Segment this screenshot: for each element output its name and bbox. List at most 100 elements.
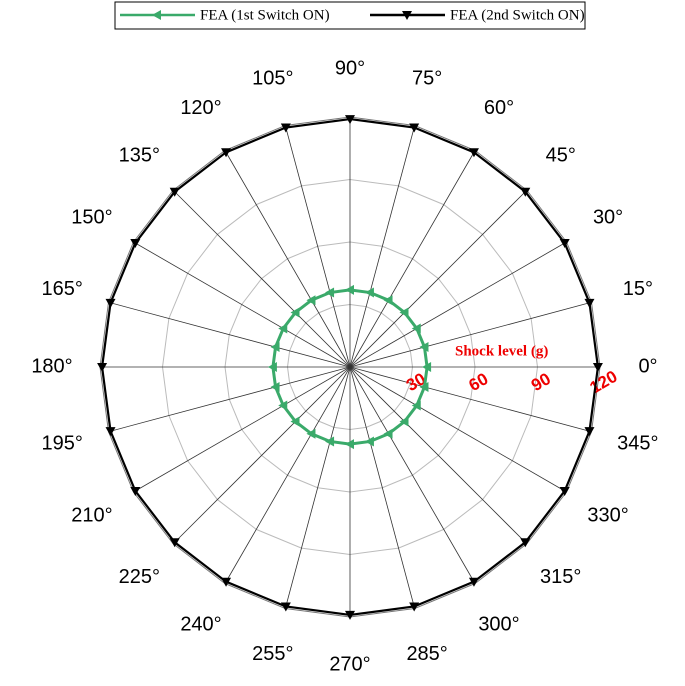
spoke <box>284 366 351 609</box>
angle-label: 330° <box>587 504 628 526</box>
spoke <box>108 366 351 433</box>
marker <box>270 342 280 353</box>
legend-marker <box>152 10 161 20</box>
spoke <box>349 125 416 368</box>
marker <box>306 428 316 439</box>
marker <box>345 439 354 450</box>
marker <box>290 307 300 318</box>
marker <box>399 307 409 318</box>
marker <box>306 295 316 306</box>
marker <box>592 363 603 372</box>
r-tick-label: 120 <box>586 367 620 398</box>
marker <box>345 610 355 620</box>
spoke <box>349 366 592 433</box>
r-tick-label: 90 <box>528 369 554 395</box>
angle-label: 90° <box>335 57 365 79</box>
spoke <box>349 189 528 368</box>
marker <box>468 148 479 158</box>
angle-label: 315° <box>540 566 581 588</box>
spoke <box>172 189 351 368</box>
legend-marker <box>402 11 412 20</box>
marker <box>468 577 479 587</box>
marker <box>270 381 280 392</box>
marker <box>383 295 393 306</box>
marker <box>130 239 141 249</box>
angle-label: 225° <box>119 566 160 588</box>
spoke <box>349 366 476 584</box>
spoke <box>349 366 567 493</box>
marker <box>97 363 108 372</box>
spoke <box>349 366 528 545</box>
spoke <box>224 150 351 368</box>
marker <box>105 427 116 437</box>
marker <box>169 538 180 548</box>
marker <box>130 486 141 496</box>
marker <box>345 284 354 295</box>
marker <box>325 287 335 298</box>
legend-label: FEA (1st Switch ON) <box>200 7 330 23</box>
marker <box>559 486 570 496</box>
angle-label: 345° <box>617 432 658 454</box>
spoke <box>349 366 416 609</box>
angle-label: 30° <box>593 206 623 228</box>
marker <box>345 115 355 125</box>
marker <box>280 602 291 612</box>
r-axis-label: Shock level (g) <box>455 343 548 359</box>
spoke <box>284 125 351 368</box>
angle-label: 150° <box>71 206 112 228</box>
angle-label: 0° <box>638 355 657 377</box>
marker <box>221 577 232 587</box>
spoke <box>133 366 351 493</box>
marker <box>280 123 291 133</box>
angle-label: 45° <box>546 145 576 167</box>
angle-label: 255° <box>252 643 293 665</box>
marker <box>383 428 393 439</box>
spoke <box>133 241 351 368</box>
angle-label: 120° <box>180 97 221 119</box>
marker <box>364 287 374 298</box>
marker <box>520 187 531 197</box>
angle-label: 60° <box>484 97 514 119</box>
angle-label: 75° <box>412 67 442 89</box>
marker <box>409 602 420 612</box>
marker <box>411 323 421 334</box>
marker <box>559 239 570 249</box>
marker <box>278 400 288 411</box>
spoke <box>349 301 592 368</box>
marker <box>419 381 429 392</box>
marker <box>584 427 595 437</box>
marker <box>267 362 277 372</box>
marker <box>105 298 116 308</box>
angle-label: 195° <box>41 432 82 454</box>
angle-label: 135° <box>119 145 160 167</box>
spoke <box>349 241 567 368</box>
marker <box>422 362 432 372</box>
angle-label: 285° <box>406 643 447 665</box>
marker <box>520 538 531 548</box>
marker <box>325 436 335 447</box>
spoke <box>108 301 351 368</box>
angle-label: 270° <box>329 653 370 675</box>
marker <box>278 323 288 334</box>
marker <box>364 436 374 447</box>
angle-label: 165° <box>41 278 82 300</box>
angle-label: 15° <box>623 278 653 300</box>
spoke <box>224 366 351 584</box>
marker <box>169 187 180 197</box>
angle-label: 300° <box>478 613 519 635</box>
r-tick-label: 60 <box>466 369 492 395</box>
marker <box>419 342 429 353</box>
legend-label: FEA (2nd Switch ON) <box>450 7 585 23</box>
marker <box>290 416 300 427</box>
marker <box>409 123 420 133</box>
angle-label: 240° <box>180 613 221 635</box>
angle-label: 210° <box>71 504 112 526</box>
marker <box>411 400 421 411</box>
angle-label: 105° <box>252 67 293 89</box>
spoke <box>172 366 351 545</box>
marker <box>399 416 409 427</box>
angle-label: 180° <box>31 355 72 377</box>
spoke <box>349 150 476 368</box>
